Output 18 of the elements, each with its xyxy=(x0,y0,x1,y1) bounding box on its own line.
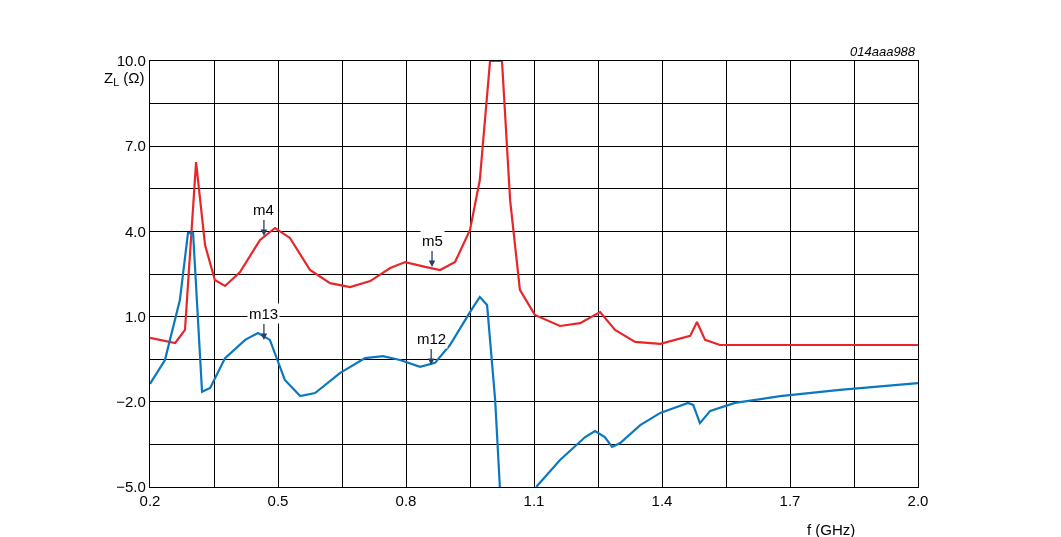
annotation: m4 xyxy=(253,201,274,218)
x-tick-label: 1.4 xyxy=(651,492,673,510)
x-tick-label: 0.8 xyxy=(395,492,417,510)
x-tick-label: 1.1 xyxy=(523,492,545,510)
y-tick-label: −2.0 xyxy=(116,393,146,411)
x-tick-label: 2.0 xyxy=(907,492,929,510)
annotation: m5 xyxy=(422,232,443,249)
annotation: m12 xyxy=(417,330,447,347)
annotation: m13 xyxy=(249,305,279,322)
y-tick-label: 4.0 xyxy=(125,222,146,240)
x-tick-label: 1.7 xyxy=(779,492,801,510)
y-tick-label: 10.0 xyxy=(116,52,146,70)
text: 014aaa988 xyxy=(850,44,916,59)
y-tick-label: 1.0 xyxy=(125,307,146,325)
y-tick-label: 7.0 xyxy=(125,137,146,155)
x-tick-label: 0.5 xyxy=(267,492,289,510)
y-axis-title: Z$_{L}$ (Ω) xyxy=(104,69,145,89)
line-series xyxy=(150,61,918,347)
